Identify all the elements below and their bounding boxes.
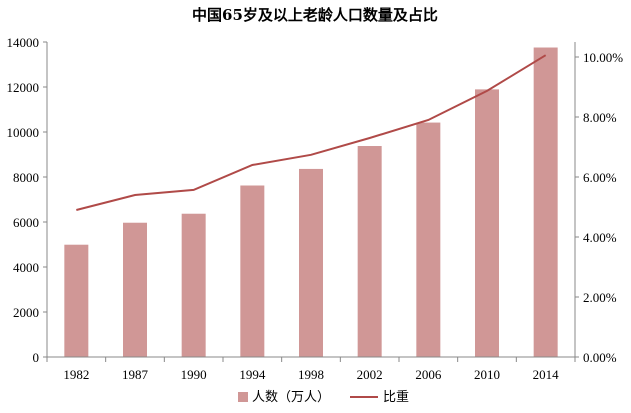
x-axis: 1982 1987 1990 1994 1998 2002 2006 2010 2014 bbox=[46, 356, 576, 382]
right-tick-label: 10.00% bbox=[583, 50, 623, 65]
left-tick-label: 10000 bbox=[7, 125, 40, 140]
x-tick-label: 1990 bbox=[181, 367, 207, 382]
left-tick-label: 6000 bbox=[13, 215, 39, 230]
left-tick-label: 12000 bbox=[7, 80, 40, 95]
x-tick-label: 2006 bbox=[415, 367, 442, 382]
right-tick-label: 6.00% bbox=[583, 170, 617, 185]
left-y-axis: 0 2000 4000 6000 8000 10000 12000 14000 bbox=[7, 35, 48, 365]
bar bbox=[357, 146, 382, 357]
legend: 人数（万人） 比重 bbox=[238, 389, 409, 405]
bar-series bbox=[64, 47, 558, 357]
bar bbox=[123, 222, 147, 357]
x-tick-label: 1982 bbox=[63, 367, 89, 382]
right-y-axis: 0.00% 2.00% 4.00% 6.00% 8.00% 10.00% bbox=[574, 42, 623, 365]
bar bbox=[416, 122, 441, 357]
left-tick-label: 4000 bbox=[13, 260, 39, 275]
line-series bbox=[76, 54, 547, 211]
bar bbox=[64, 244, 89, 357]
x-tick-label: 1998 bbox=[298, 367, 324, 382]
x-tick-label: 2002 bbox=[357, 367, 383, 382]
legend-label-ratio: 比重 bbox=[383, 389, 409, 405]
bar bbox=[299, 168, 323, 357]
left-tick-label: 8000 bbox=[13, 170, 39, 185]
left-tick-label: 2000 bbox=[13, 305, 39, 320]
right-tick-label: 4.00% bbox=[583, 230, 617, 245]
bar bbox=[181, 213, 206, 357]
legend-swatch-count bbox=[238, 392, 248, 402]
x-tick-label: 1987 bbox=[122, 367, 149, 382]
bar bbox=[533, 47, 558, 357]
left-tick-label: 14000 bbox=[7, 35, 40, 50]
bar bbox=[475, 89, 499, 357]
x-tick-label: 2010 bbox=[474, 367, 500, 382]
chart-title: 中国65岁及以上老龄人口数量及占比 bbox=[192, 6, 438, 24]
x-tick-label: 1994 bbox=[239, 367, 266, 382]
right-tick-label: 0.00% bbox=[583, 350, 617, 365]
left-tick-label: 0 bbox=[33, 350, 40, 365]
x-tick-label: 2014 bbox=[533, 367, 560, 382]
legend-label-count: 人数（万人） bbox=[252, 390, 330, 405]
right-tick-label: 8.00% bbox=[583, 110, 617, 125]
right-tick-label: 2.00% bbox=[583, 290, 617, 305]
bar bbox=[240, 185, 265, 357]
